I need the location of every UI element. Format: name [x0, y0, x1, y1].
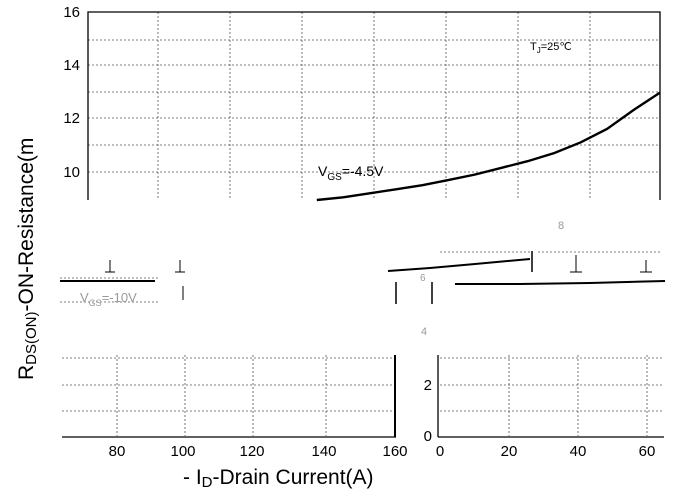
middle-fragment-strip: VGS=-10V 8 6 4: [60, 220, 666, 338]
x-tick-label: 140: [311, 443, 336, 460]
x-tick-label: 100: [170, 443, 195, 460]
y-axis-title: RDS(ON)-ON-Resistance(m: [15, 138, 40, 380]
x-tick-label: 160: [382, 443, 407, 460]
x-tick-label: 40: [570, 443, 587, 460]
x-tick-label: 0: [436, 443, 444, 460]
lower-right-panel: 2 0 0 20 40 60: [424, 355, 664, 460]
vgs-10v-label: VGS=-10V: [80, 290, 137, 308]
top-panel-frame: [87, 11, 661, 200]
stray-tick-label-6: 6: [420, 273, 426, 284]
x-axis-title: - ID-Drain Current(A): [183, 466, 374, 491]
x-tick-label: 20: [501, 443, 518, 460]
y-tick-label: 2: [424, 377, 432, 394]
x-tick-label: 80: [109, 443, 126, 460]
y-tick-label: 12: [63, 110, 80, 127]
y-tick-label: 10: [63, 164, 80, 181]
top-panel: 16 14 12 10 VGS=-4.5V TJ=25℃: [63, 4, 661, 202]
series-line-vgs-4.5v: [316, 91, 661, 202]
y-tick-label: 0: [424, 428, 432, 445]
fragment-vgs10-line: [387, 258, 531, 272]
y-tick-label: 16: [63, 4, 80, 21]
y-tick-label: 14: [63, 57, 80, 74]
series-label-vgs-4.5v: VGS=-4.5V: [318, 163, 384, 183]
tj-annotation: TJ=25℃: [530, 41, 572, 55]
lower-left-panel: 80 100 120 140 160: [62, 355, 408, 460]
stray-tick-label-4: 4: [421, 326, 427, 338]
fragment-vgs10-line: [455, 280, 666, 285]
stray-tick-label-8: 8: [558, 220, 564, 232]
x-tick-label: 60: [639, 443, 656, 460]
x-tick-label: 120: [239, 443, 264, 460]
